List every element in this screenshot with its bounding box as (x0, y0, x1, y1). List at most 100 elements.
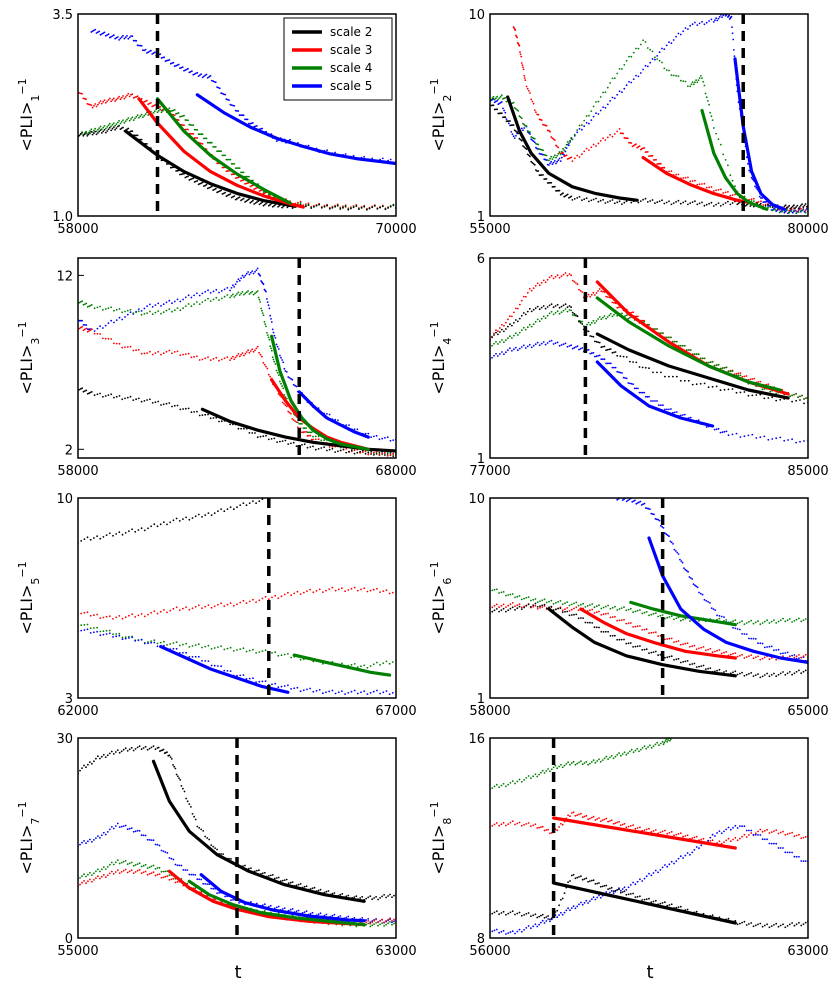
data-point (233, 286, 236, 288)
data-point (670, 42, 673, 45)
data-point (217, 86, 220, 89)
data-point (713, 428, 716, 431)
data-point (632, 751, 635, 754)
data-point (373, 454, 375, 456)
data-point (570, 812, 573, 814)
data-point (731, 370, 734, 373)
data-point (274, 594, 277, 597)
data-point (500, 912, 503, 914)
data-point (194, 515, 197, 518)
data-point (140, 138, 143, 141)
data-point (91, 133, 94, 136)
data-point (194, 874, 197, 876)
data-point (180, 785, 183, 787)
data-point (786, 619, 789, 622)
data-point (169, 609, 172, 612)
data-point (636, 609, 639, 612)
data-point (652, 371, 654, 374)
data-point (252, 179, 254, 182)
data-point (556, 767, 559, 770)
data-point (763, 435, 766, 438)
data-point (699, 592, 702, 595)
data-point (236, 354, 238, 357)
data-point (689, 645, 691, 648)
data-point (793, 656, 796, 659)
data-point (558, 344, 561, 347)
data-point (314, 448, 317, 451)
data-point (570, 907, 573, 909)
data-point (670, 74, 673, 76)
data-point (654, 650, 657, 653)
data-point (540, 921, 542, 924)
data-point (375, 918, 377, 921)
data-point (547, 828, 549, 831)
data-point (106, 130, 109, 132)
data-point (752, 675, 755, 677)
data-point (549, 130, 551, 133)
data-point (568, 604, 571, 607)
data-point (571, 347, 574, 350)
data-point (618, 90, 621, 93)
data-point (800, 656, 803, 659)
data-point (178, 644, 181, 647)
data-point (787, 439, 789, 441)
data-point (126, 346, 129, 348)
data-point (284, 439, 287, 442)
data-point (334, 205, 336, 208)
data-point (645, 628, 648, 631)
data-point (602, 613, 605, 616)
data-point (363, 587, 366, 590)
data-point (202, 882, 205, 885)
data-point (194, 655, 197, 658)
data-point (121, 398, 124, 401)
y-label-subscript: 4 (441, 338, 454, 345)
data-point (168, 107, 171, 110)
data-point (715, 132, 717, 135)
data-point (275, 140, 278, 143)
data-point (217, 646, 219, 648)
data-point (270, 438, 273, 440)
data-point (609, 362, 612, 365)
data-point (589, 323, 592, 326)
data-point (201, 414, 204, 416)
data-point (153, 639, 156, 642)
data-point (627, 642, 630, 645)
data-point (162, 403, 165, 406)
data-point (224, 191, 227, 194)
data-point (673, 659, 675, 661)
data-point (611, 135, 614, 138)
data-point (668, 616, 671, 618)
data-point (326, 449, 328, 452)
data-point (178, 609, 181, 611)
data-point (570, 309, 572, 312)
data-point (739, 436, 742, 438)
data-point (277, 654, 280, 657)
data-point (664, 638, 666, 641)
data-point (369, 895, 372, 898)
data-point (268, 338, 271, 341)
data-point (191, 70, 193, 72)
data-point (607, 630, 609, 633)
data-point (84, 303, 86, 305)
data-point (507, 932, 510, 934)
data-point (790, 206, 793, 209)
data-point (737, 372, 740, 375)
data-point (204, 290, 207, 293)
data-point (625, 59, 628, 62)
data-point (674, 550, 677, 552)
data-point (635, 502, 638, 505)
data-point (779, 652, 782, 655)
data-point (89, 391, 92, 394)
data-point (287, 443, 290, 445)
data-point (132, 312, 135, 314)
data-point (106, 126, 109, 128)
data-point (237, 167, 240, 170)
data-point (668, 408, 670, 411)
data-point (173, 114, 176, 116)
data-point (341, 662, 343, 665)
data-point (277, 348, 280, 350)
data-point (734, 193, 736, 196)
data-point (355, 205, 358, 208)
data-point (373, 205, 376, 207)
data-point (695, 666, 698, 668)
